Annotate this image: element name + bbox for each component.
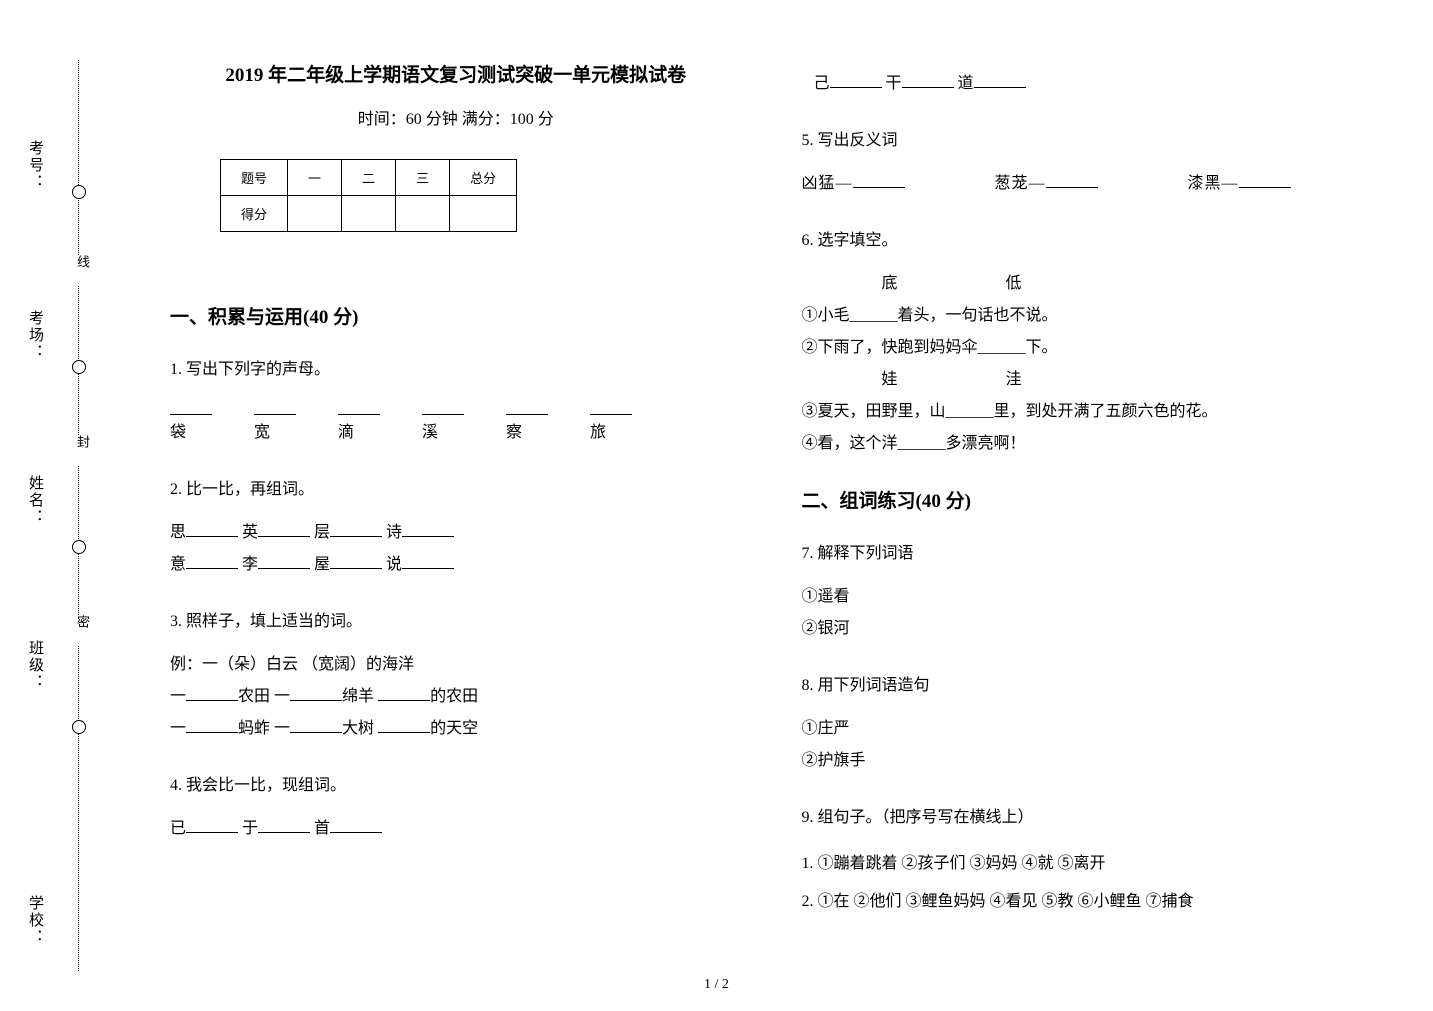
score-th: 题号 — [221, 160, 288, 196]
q9-set1: 1. ①蹦着跳着 ②孩子们 ③妈妈 ④就 ⑤离开 — [802, 845, 1374, 883]
score-td — [450, 196, 517, 232]
question-1: 1. 写出下列字的声母。 袋 宽 滴 溪 察 旅 — [170, 355, 742, 449]
binding-circle — [72, 360, 86, 374]
q2-blank[interactable] — [258, 568, 310, 569]
q1-blank[interactable] — [338, 397, 380, 415]
q8-title: 8. 用下列词语造句 — [802, 671, 1374, 695]
q6-line1: ①小毛______着头，一句话也不说。 — [802, 300, 1374, 332]
q2-blank[interactable] — [186, 536, 238, 537]
q1-chars: 袋 宽 滴 溪 察 旅 — [170, 397, 742, 449]
binding-label-room: 考场： — [25, 310, 46, 361]
q2-blank[interactable] — [186, 568, 238, 569]
q2-blank[interactable] — [330, 568, 382, 569]
q3-blank[interactable] — [186, 732, 238, 733]
q5-body: 凶猛— 葱茏— 漆黑— — [802, 168, 1374, 200]
q6-line4: ④看，这个洋______多漂亮啊！ — [802, 428, 1374, 460]
q9-set2: 2. ①在 ②他们 ③鲤鱼妈妈 ④看见 ⑤教 ⑥小鲤鱼 ⑦捕食 — [802, 883, 1374, 921]
score-th: 一 — [288, 160, 342, 196]
section-heading-2: 二、组词练习(40 分) — [802, 486, 1374, 513]
q1-blank[interactable] — [254, 397, 296, 415]
q4-blank[interactable] — [974, 87, 1026, 88]
q4-blank[interactable] — [902, 87, 954, 88]
q4-body: 已 于 首 — [170, 813, 742, 845]
q4-body-cont: 己 干 道 — [814, 68, 1374, 100]
score-th: 二 — [342, 160, 396, 196]
q2-title: 2. 比一比，再组词。 — [170, 475, 742, 499]
page-title: 2019 年二年级上学期语文复习测试突破一单元模拟试卷 — [170, 60, 742, 87]
q9-title: 9. 组句子。（把序号写在横线上） — [802, 803, 1374, 827]
q3-body: 例：一（朵）白云 （宽阔）的海洋 一农田 一绵羊 的农田 一蚂蚱 一大树 的天空 — [170, 649, 742, 745]
binding-label-school: 学校： — [25, 895, 46, 946]
left-column: 2019 年二年级上学期语文复习测试突破一单元模拟试卷 时间：60 分钟 满分：… — [140, 60, 772, 991]
q1-blank[interactable] — [422, 397, 464, 415]
q3-blank[interactable] — [378, 732, 430, 733]
binding-label-name: 姓名： — [25, 475, 46, 526]
q1-blank[interactable] — [170, 397, 212, 415]
q2-blank[interactable] — [402, 536, 454, 537]
q6-line3: ③夏天，田野里，山______里，到处开满了五颜六色的花。 — [802, 396, 1374, 428]
question-4: 4. 我会比一比，现组词。 已 于 首 — [170, 771, 742, 845]
right-column: 己 干 道 5. 写出反义词 凶猛— 葱茏— 漆黑— 6. 选字填空。 — [772, 60, 1404, 991]
score-td — [288, 196, 342, 232]
binding-word-line: 线 — [73, 255, 92, 286]
binding-circle — [72, 720, 86, 734]
q5-title: 5. 写出反义词 — [802, 126, 1374, 150]
q3-title: 3. 照样子，填上适当的词。 — [170, 607, 742, 631]
q7-body: ①遥看 ②银河 — [802, 581, 1374, 645]
q2-body: 思 英 层 诗 意 李 屋 说 — [170, 517, 742, 581]
q5-blank[interactable] — [1046, 187, 1098, 188]
q4-blank[interactable] — [258, 832, 310, 833]
q4-blank[interactable] — [830, 87, 882, 88]
q1-title: 1. 写出下列字的声母。 — [170, 355, 742, 379]
question-7: 7. 解释下列词语 ①遥看 ②银河 — [802, 539, 1374, 645]
binding-word-secret: 密 — [73, 615, 92, 646]
binding-label-examid: 考号： — [25, 140, 46, 191]
question-2: 2. 比一比，再组词。 思 英 层 诗 意 李 屋 说 — [170, 475, 742, 581]
binding-word-seal: 封 — [73, 435, 92, 466]
score-th: 总分 — [450, 160, 517, 196]
question-6: 6. 选字填空。 底 低 ①小毛______着头，一句话也不说。 ②下雨了，快跑… — [802, 226, 1374, 460]
q6-title: 6. 选字填空。 — [802, 226, 1374, 250]
q6-line2: ②下雨了，快跑到妈妈伞______下。 — [802, 332, 1374, 364]
q1-blank[interactable] — [590, 397, 632, 415]
score-th: 三 — [396, 160, 450, 196]
q4-title: 4. 我会比一比，现组词。 — [170, 771, 742, 795]
content-area: 2019 年二年级上学期语文复习测试突破一单元模拟试卷 时间：60 分钟 满分：… — [100, 0, 1433, 1011]
q5-blank[interactable] — [1239, 187, 1291, 188]
score-table: 题号 一 二 三 总分 得分 — [220, 159, 517, 232]
score-td — [396, 196, 450, 232]
page-subtitle: 时间：60 分钟 满分：100 分 — [170, 105, 742, 129]
q1-blank[interactable] — [506, 397, 548, 415]
q9-body: 1. ①蹦着跳着 ②孩子们 ③妈妈 ④就 ⑤离开 2. ①在 ②他们 ③鲤鱼妈妈… — [802, 845, 1374, 922]
section-heading-1: 一、积累与运用(40 分) — [170, 302, 742, 329]
q3-example: 例：一（朵）白云 （宽阔）的海洋 — [170, 649, 742, 681]
q4-blank[interactable] — [330, 832, 382, 833]
q2-blank[interactable] — [330, 536, 382, 537]
binding-circle — [72, 540, 86, 554]
q6-body: 底 低 ①小毛______着头，一句话也不说。 ②下雨了，快跑到妈妈伞_____… — [802, 268, 1374, 460]
q3-blank[interactable] — [186, 700, 238, 701]
q7-title: 7. 解释下列词语 — [802, 539, 1374, 563]
q8-body: ①庄严 ②护旗手 — [802, 713, 1374, 777]
binding-circle — [72, 185, 86, 199]
q3-blank[interactable] — [290, 700, 342, 701]
score-td — [342, 196, 396, 232]
q2-blank[interactable] — [258, 536, 310, 537]
score-td: 得分 — [221, 196, 288, 232]
q5-blank[interactable] — [853, 187, 905, 188]
q4-blank[interactable] — [186, 832, 238, 833]
binding-margin: 线 封 密 考号： 考场： 姓名： 班级： 学校： — [0, 0, 100, 1011]
question-8: 8. 用下列词语造句 ①庄严 ②护旗手 — [802, 671, 1374, 777]
page-number: 1 / 2 — [0, 977, 1433, 993]
q2-blank[interactable] — [402, 568, 454, 569]
q3-blank[interactable] — [378, 700, 430, 701]
question-3: 3. 照样子，填上适当的词。 例：一（朵）白云 （宽阔）的海洋 一农田 一绵羊 … — [170, 607, 742, 745]
binding-label-class: 班级： — [25, 640, 46, 691]
question-9: 9. 组句子。（把序号写在横线上） 1. ①蹦着跳着 ②孩子们 ③妈妈 ④就 ⑤… — [802, 803, 1374, 922]
question-5: 5. 写出反义词 凶猛— 葱茏— 漆黑— — [802, 126, 1374, 200]
q3-blank[interactable] — [290, 732, 342, 733]
